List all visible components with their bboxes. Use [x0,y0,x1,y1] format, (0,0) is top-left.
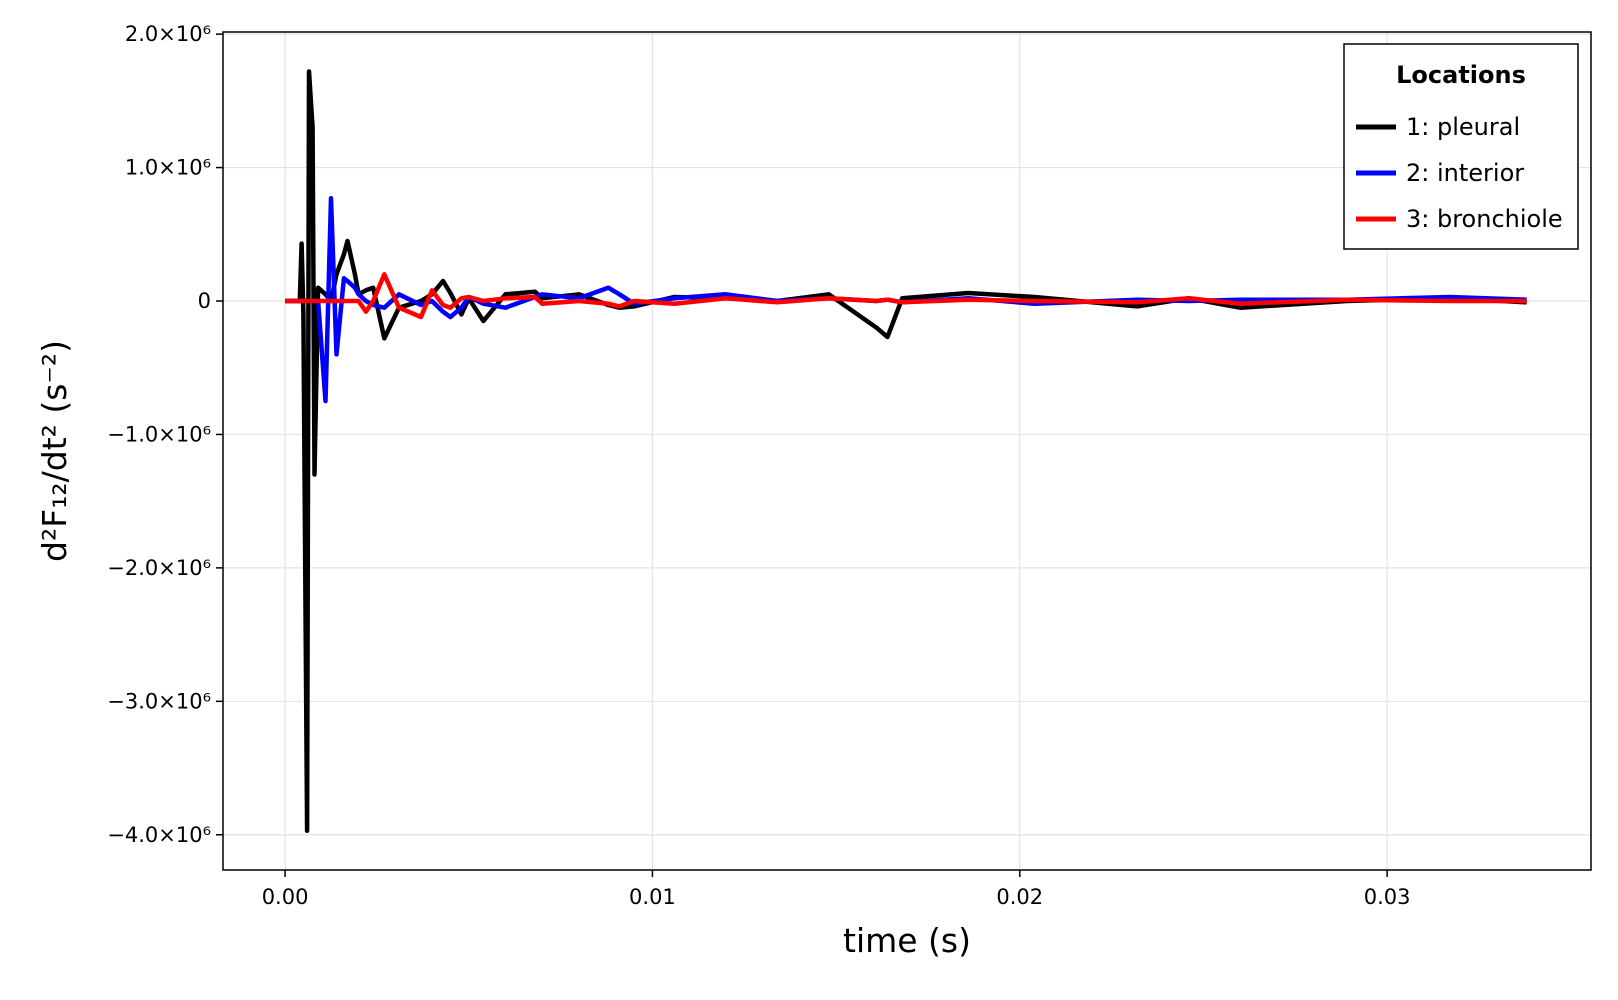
legend-label: 1: pleural [1406,113,1520,141]
x-tick-label: 0.00 [262,885,309,909]
legend-box [1343,43,1579,250]
x-tick-label: 0.01 [629,885,676,909]
data-line [285,69,1527,834]
y-tick-label: 2.0×10⁶ [125,22,211,46]
y-tick-label: 0 [198,289,211,313]
legend-title: Locations [1396,61,1526,89]
y-tick-label: −4.0×10⁶ [107,823,211,847]
y-tick-label: −2.0×10⁶ [107,556,211,580]
y-tick-label: −3.0×10⁶ [107,689,211,713]
data-line [285,272,1527,320]
y-tick-label: 1.0×10⁶ [125,156,211,180]
x-axis-label: time (s) [843,921,971,960]
legend-label: 2: interior [1406,159,1524,187]
plot-frame [222,31,1592,871]
y-axis-label: d²F₁₂/dt² (s⁻²) [35,340,74,562]
x-tick-label: 0.02 [996,885,1043,909]
y-tick-label: −1.0×10⁶ [107,422,211,446]
legend-label: 3: bronchiole [1406,205,1563,233]
x-tick-label: 0.03 [1364,885,1411,909]
